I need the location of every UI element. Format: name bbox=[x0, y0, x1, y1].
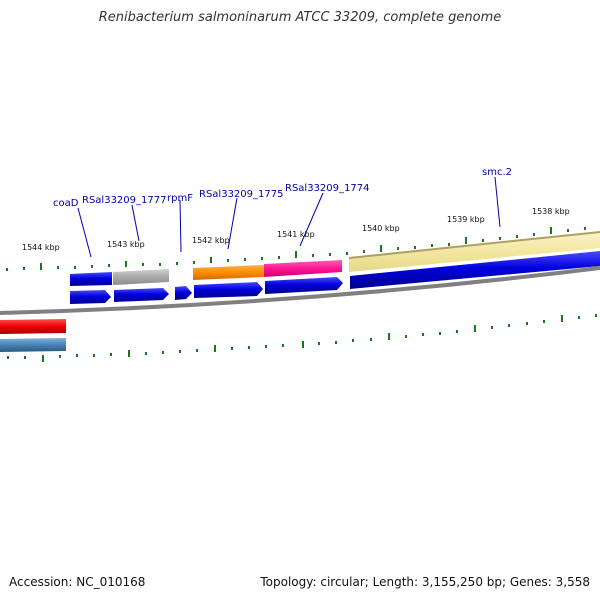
cds-arrow-rsal33209-1774[interactable] bbox=[265, 277, 343, 294]
kbp-label: 1538 kbp bbox=[532, 207, 570, 216]
inner-tick-ring bbox=[7, 314, 597, 362]
kbp-label: 1540 kbp bbox=[362, 224, 400, 233]
kbp-label: 1541 kbp bbox=[277, 230, 315, 239]
kbp-label: 1544 kbp bbox=[22, 243, 60, 252]
feature-smc2-outline bbox=[348, 231, 600, 259]
gene-label-rpmf[interactable]: rpmF bbox=[167, 193, 193, 204]
feature-smc2[interactable] bbox=[349, 232, 600, 272]
gene-label-rsal33209-1774[interactable]: RSal33209_1774 bbox=[285, 183, 369, 194]
genome-backbone bbox=[0, 266, 600, 315]
kbp-label: 1539 kbp bbox=[447, 215, 485, 224]
gene-label-group bbox=[77, 176, 501, 258]
cds-arrow-smc2[interactable] bbox=[350, 251, 600, 289]
feature-steelblue-left[interactable] bbox=[0, 338, 66, 352]
cds-arrow-rpmf[interactable] bbox=[175, 286, 192, 300]
kbp-label: 1542 kbp bbox=[192, 236, 230, 245]
feature-rsal33209-1775[interactable] bbox=[193, 265, 264, 280]
gene-label-coad[interactable]: coaD bbox=[53, 198, 79, 209]
outer-tick-ring bbox=[6, 227, 586, 271]
genome-summary-label: Topology: circular; Length: 3,155,250 bp… bbox=[260, 575, 590, 589]
accession-label: Accession: NC_010168 bbox=[9, 575, 146, 589]
feature-coad[interactable] bbox=[70, 272, 112, 286]
kbp-label: 1543 kbp bbox=[107, 240, 145, 249]
map-title: Renibacterium salmoninarum ATCC 33209, c… bbox=[98, 10, 502, 25]
feature-red-left[interactable] bbox=[0, 319, 66, 334]
feature-rsal33209-1777-top[interactable] bbox=[113, 269, 169, 285]
cds-arrow-rsal33209-1775[interactable] bbox=[194, 282, 263, 298]
gene-label-rsal33209-1775[interactable]: RSal33209_1775 bbox=[199, 189, 283, 200]
gene-label-smc2[interactable]: smc.2 bbox=[482, 167, 512, 178]
cds-arrow-coad[interactable] bbox=[70, 290, 111, 304]
cds-arrow-rsal33209-1777[interactable] bbox=[114, 288, 169, 302]
feature-rsal33209-1774[interactable] bbox=[264, 260, 342, 277]
gene-label-rsal33209-1777[interactable]: RSal33209_1777 bbox=[82, 195, 166, 206]
